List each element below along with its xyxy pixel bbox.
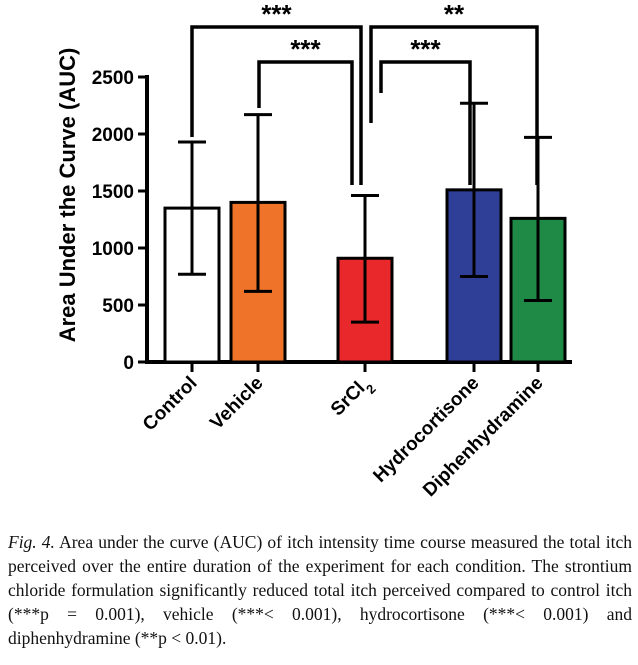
y-tick-label: 1500 bbox=[92, 182, 134, 203]
figure-caption: Fig. 4. Area under the curve (AUC) of it… bbox=[8, 530, 632, 650]
y-tick-label: 2500 bbox=[92, 68, 134, 89]
y-tick-label: 2000 bbox=[92, 125, 134, 146]
significance-label-2: ** bbox=[444, 0, 465, 29]
x-tick-label-0: Control bbox=[139, 373, 202, 436]
y-tick-label: 500 bbox=[102, 296, 134, 317]
x-tick-label-2: SrCl2 bbox=[327, 373, 378, 424]
y-tick-label: 0 bbox=[123, 353, 134, 374]
significance-bracket-3 bbox=[379, 60, 472, 185]
significance-bracket-0 bbox=[190, 25, 363, 185]
significance-label-3: *** bbox=[410, 34, 441, 64]
x-tick-label-4: Diphenhydramine bbox=[419, 373, 547, 501]
significance-label-1: *** bbox=[290, 34, 321, 64]
y-tick-label: 1000 bbox=[92, 239, 134, 260]
y-axis-title: Area Under the Curve (AUC) bbox=[55, 48, 80, 343]
significance-bracket-1 bbox=[257, 60, 354, 185]
x-tick-label-1: Vehicle bbox=[206, 373, 267, 434]
caption-text: Area under the curve (AUC) of itch inten… bbox=[8, 532, 633, 648]
significance-bracket-2 bbox=[369, 25, 539, 185]
bar-chart: Area Under the Curve (AUC) 0 500 1000 1500 2… bbox=[55, 0, 572, 501]
x-tick-label-3: Hydrocortisone bbox=[369, 373, 483, 487]
significance-label-0: *** bbox=[261, 0, 292, 29]
figure-label: Fig. 4. bbox=[8, 532, 55, 552]
